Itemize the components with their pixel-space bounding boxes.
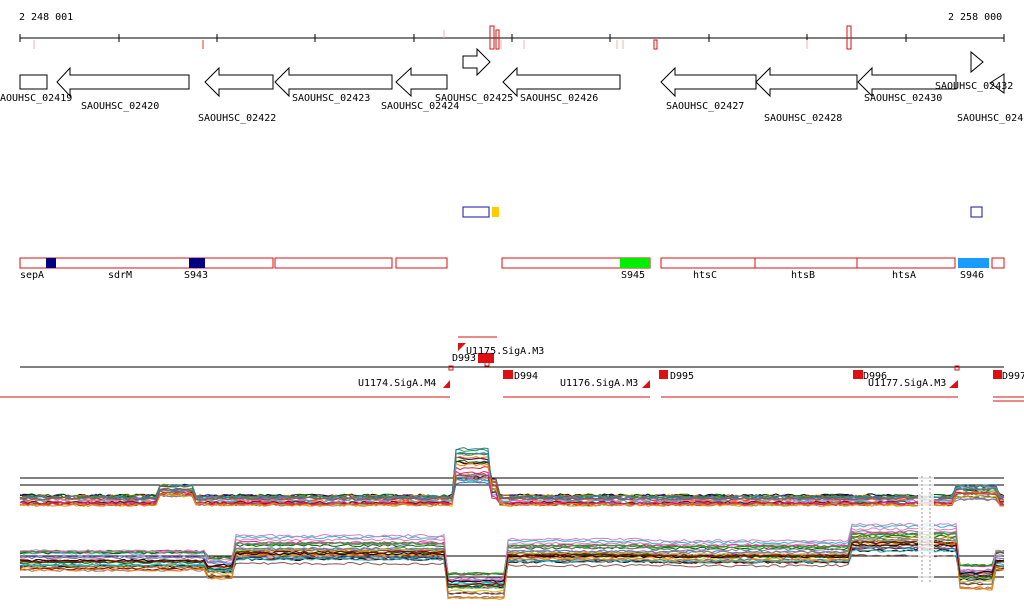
expression-profile-line	[19, 459, 1005, 498]
terminator-label: D994	[514, 371, 538, 382]
expression-profiles[interactable]	[19, 447, 1005, 600]
gene-label[interactable]: SAOUHSC_02420	[81, 101, 159, 112]
expression-profile-line	[19, 462, 1005, 507]
terminator-label: D997	[1002, 371, 1024, 382]
expression-profile-line	[19, 542, 1005, 600]
ruler-end-coordinate: 2 258 000	[948, 12, 1003, 23]
segment-labels: sepA sdrM S943 S945 htsC htsB htsA S946	[20, 270, 984, 281]
terminator-block[interactable]	[503, 370, 513, 379]
profile-gap	[918, 476, 934, 582]
gene-label[interactable]: SAOUHSC_02426	[520, 93, 598, 104]
segment-track[interactable]	[19, 257, 1005, 269]
segment-label: sdrM	[108, 270, 132, 281]
expression-profile-line	[19, 522, 1005, 583]
gene-labels: AOUHSC_02419 SAOUHSC_02420 SAOUHSC_02422…	[0, 81, 1023, 124]
terminator-label: D993	[452, 353, 476, 364]
expression-profile-line	[19, 541, 1005, 586]
gene-arrow[interactable]	[970, 50, 984, 74]
ruler-ticks	[19, 34, 1005, 42]
terminator-label: D995	[670, 371, 694, 382]
segment-box[interactable]	[660, 257, 956, 269]
promoter-flag[interactable]	[443, 380, 450, 388]
gene-arrow[interactable]	[204, 66, 274, 98]
gene-label[interactable]: SAOUHSC_02425	[435, 93, 513, 104]
promoter-flag[interactable]	[949, 380, 958, 388]
gene-label[interactable]: SAOUHSC_02422	[198, 113, 276, 124]
gene-arrow[interactable]	[395, 66, 448, 98]
segment-label: sepA	[20, 270, 44, 281]
segment-label: htsC	[693, 270, 717, 281]
gene-arrow[interactable]	[989, 73, 1005, 94]
segment-label: S943	[184, 270, 208, 281]
segment-label: S946	[960, 270, 984, 281]
region-marker[interactable]	[970, 206, 983, 218]
segment-box[interactable]	[395, 257, 448, 269]
ruler-start-coordinate: 2 248 001	[19, 12, 74, 23]
site-marker[interactable]	[484, 361, 490, 367]
expression-profile-line	[19, 448, 1005, 500]
promoter-label: U1175.SigA.M3	[466, 346, 544, 357]
promoter-label: U1177.SigA.M3	[868, 378, 946, 389]
ruler-track	[19, 25, 1005, 50]
gene-label[interactable]: SAOUHSC_02428	[764, 113, 842, 124]
expression-profile-line	[19, 472, 1005, 501]
segment-label: S945	[621, 270, 645, 281]
gene-arrow[interactable]	[274, 66, 393, 98]
gene-label[interactable]: SAOUHSC_024	[957, 113, 1023, 124]
expression-profile-line	[19, 532, 1005, 576]
segment-box[interactable]	[19, 257, 274, 269]
expression-markers[interactable]	[462, 206, 983, 218]
promoter-label: U1176.SigA.M3	[560, 378, 638, 389]
site-marker[interactable]	[448, 365, 454, 371]
expression-profile-line	[19, 549, 1005, 586]
gene-arrow[interactable]	[502, 66, 621, 98]
gene-label[interactable]: SAOUHSC_02424	[381, 101, 459, 112]
segment-highlight[interactable]	[189, 258, 205, 268]
site-marker[interactable]	[954, 365, 960, 371]
expression-profile-line	[19, 532, 1005, 576]
region-marker[interactable]	[462, 206, 490, 218]
expression-profile-line	[20, 455, 1005, 499]
profile-lines	[19, 447, 1005, 600]
gene-arrow[interactable]	[660, 66, 757, 98]
gene-arrow[interactable]	[755, 66, 858, 98]
ruler-site-markers	[33, 25, 852, 50]
promoter-flag[interactable]	[458, 343, 466, 351]
terminator-block[interactable]	[478, 353, 494, 363]
terminator-block[interactable]	[853, 370, 863, 379]
expression-profile-line	[20, 538, 1005, 581]
terminator-block[interactable]	[993, 370, 1002, 379]
promoter-label: U1174.SigA.M4	[358, 378, 436, 389]
gene-arrow[interactable]	[19, 74, 48, 90]
gene-arrow[interactable]	[56, 66, 190, 98]
expression-profile-line	[19, 452, 1005, 499]
gene-label[interactable]: SAOUHSC_02432	[935, 81, 1013, 92]
regulatory-track[interactable]: U1174.SigA.M4 U1175.SigA.M3 U1176.SigA.M…	[0, 336, 1024, 402]
segment-highlight[interactable]	[46, 258, 56, 268]
gene-track[interactable]	[19, 47, 1005, 98]
gene-label[interactable]: SAOUHSC_02430	[864, 93, 942, 104]
expression-profile-line	[19, 470, 1005, 506]
segment-highlight[interactable]	[958, 258, 989, 268]
gene-label[interactable]: SAOUHSC_02423	[292, 93, 370, 104]
segment-box[interactable]	[274, 257, 393, 269]
gene-arrow[interactable]	[857, 66, 957, 98]
segment-highlight[interactable]	[620, 258, 650, 268]
terminator-label: D996	[863, 371, 887, 382]
gene-label[interactable]: SAOUHSC_02427	[666, 101, 744, 112]
terminator-block[interactable]	[659, 370, 668, 379]
expression-profile-line	[19, 553, 1005, 588]
gene-arrow[interactable]	[462, 47, 491, 77]
promoter-flag[interactable]	[642, 380, 650, 388]
region-marker[interactable]	[492, 207, 499, 217]
gene-label[interactable]: AOUHSC_02419	[0, 93, 72, 104]
expression-profile-line	[19, 546, 1004, 589]
segment-box[interactable]	[991, 257, 1005, 269]
segment-label: htsA	[892, 270, 916, 281]
expression-profile-line	[19, 460, 1005, 498]
expression-profile-line	[19, 447, 1005, 501]
segment-label: htsB	[791, 270, 815, 281]
